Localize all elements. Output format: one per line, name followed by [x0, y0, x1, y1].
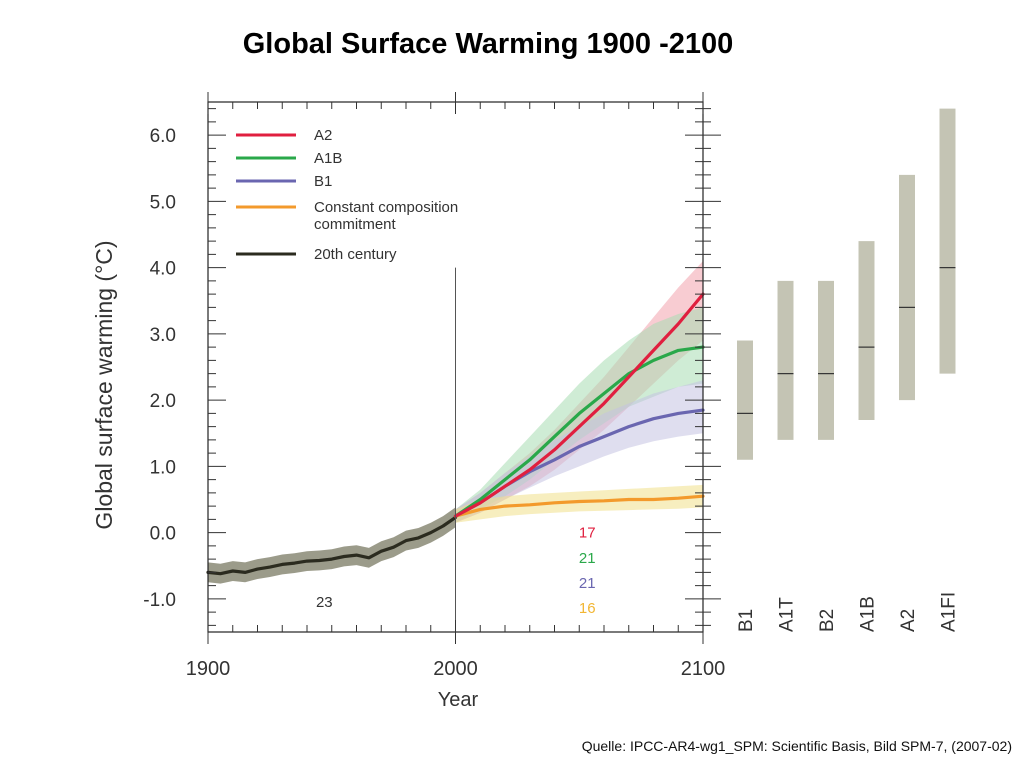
- model-counts: 23 17 21 21 16: [316, 525, 596, 618]
- legend-label: A2: [314, 127, 332, 144]
- warming-chart: -1.0 0.0 1.0 2.0 3.0 4.0 5.0 6.0 1900 2000 2100 A2…: [91, 92, 960, 711]
- range-bar-a1b: [858, 241, 875, 420]
- model-count: 23: [316, 594, 333, 611]
- model-count: 17: [579, 525, 596, 542]
- x-tick-label: 2100: [681, 658, 726, 680]
- x-axis-label: Year: [438, 689, 479, 711]
- legend-label: A1B: [314, 150, 342, 167]
- range-label: A1T: [777, 597, 798, 632]
- axis-ticks: [207, 92, 721, 644]
- x-tick-label: 2000: [433, 658, 478, 680]
- y-tick-label: 3.0: [150, 325, 176, 346]
- x-tick-label: 1900: [186, 658, 231, 680]
- series-line-constant-composition-commitment: [453, 494, 705, 518]
- model-count: 21: [579, 550, 596, 567]
- band-constant-composition-commitment: [455, 484, 703, 523]
- y-tick-label: 2.0: [150, 391, 176, 412]
- range-bar-b2: [818, 280, 834, 440]
- series-line-a1b: [453, 345, 705, 518]
- y-tick-label: 1.0: [150, 457, 176, 478]
- range-label: B1: [736, 609, 757, 632]
- slide-title: Global Surface Warming 1900 -2100: [242, 28, 734, 60]
- range-label: A2: [898, 609, 919, 632]
- y-tick-label: 4.0: [150, 259, 176, 280]
- range-label: B2: [817, 609, 838, 632]
- band-20th-century: [208, 507, 456, 584]
- y-tick-label: 0.0: [150, 524, 176, 545]
- y-tick-label: -1.0: [143, 590, 176, 611]
- legend-label: commitment: [314, 216, 397, 233]
- legend-label: Constant composition: [314, 199, 458, 216]
- legend-label: B1: [314, 173, 332, 190]
- scenario-ranges: B1 A1T B2 A1B A2 A1FI: [736, 108, 960, 632]
- y-tick-label: 6.0: [150, 126, 176, 147]
- range-bar-a2: [899, 174, 915, 401]
- model-count: 21: [579, 575, 596, 592]
- range-bar-a1t: [777, 280, 794, 440]
- series-lines: [206, 292, 705, 576]
- axis-tick-labels: -1.0 0.0 1.0 2.0 3.0 4.0 5.0 6.0 1900 2000 2100: [143, 126, 725, 680]
- range-bar-a1fi: [939, 108, 956, 374]
- source-note: Quelle: IPCC-AR4-wg1_SPM: Scientific Bas…: [581, 738, 1012, 754]
- legend-label: 20th century: [314, 246, 397, 263]
- y-tick-label: 5.0: [150, 192, 176, 213]
- band-b1: [455, 380, 703, 523]
- y-axis-label: Global surface warming (°C): [91, 240, 117, 529]
- range-label: A1B: [858, 596, 879, 632]
- series-line-a2: [453, 292, 705, 518]
- range-bar-b1: [737, 340, 753, 460]
- series-line-20th-century: [206, 515, 458, 576]
- range-label: A1FI: [939, 592, 960, 632]
- model-count: 16: [579, 600, 596, 617]
